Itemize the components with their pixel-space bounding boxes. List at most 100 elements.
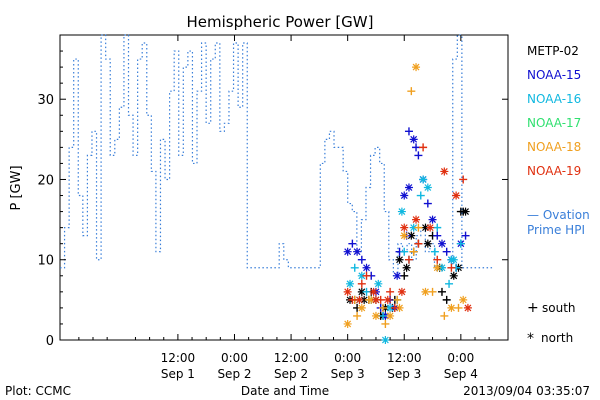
north-point (386, 311, 395, 320)
south-point (381, 319, 390, 328)
south-point (393, 295, 402, 304)
north-point (395, 303, 404, 312)
x-tick-date-label: Sep 2 (274, 367, 308, 381)
south-point (357, 279, 366, 288)
south-point (442, 295, 451, 304)
legend-item-noaa-19: NOAA-19 (527, 164, 581, 178)
legend-ovation-line1: — Ovation (527, 208, 590, 222)
south-point (404, 255, 413, 264)
plot-area (59, 34, 509, 344)
y-tick-label: 0 (46, 334, 54, 349)
north-point (437, 239, 446, 248)
north-point (381, 336, 390, 344)
north-point (404, 183, 413, 192)
south-point (433, 255, 442, 264)
north-point (357, 287, 366, 296)
north-point (367, 295, 376, 304)
x-tick-date-label: Sep 3 (331, 367, 365, 381)
north-point (343, 247, 352, 256)
north-point (346, 279, 355, 288)
north-point (409, 135, 418, 144)
x-tick-date-label: Sep 3 (387, 367, 421, 381)
y-axis: 0 10 20 30 (37, 34, 508, 349)
x-tick-time-label: 0:00 (221, 351, 248, 365)
north-point (423, 239, 432, 248)
south-point (350, 263, 359, 272)
legend-ovation-line2: Prime HPI (527, 223, 585, 237)
south-point (390, 303, 399, 312)
south-point (353, 311, 362, 320)
south-point (400, 271, 409, 280)
south-point (407, 87, 416, 96)
north-point (419, 175, 428, 184)
chart-title: Hemispheric Power [GW] (187, 13, 374, 31)
north-point (407, 231, 416, 240)
north-point (386, 303, 395, 312)
north-point (447, 303, 456, 312)
x-tick-time-label: 12:00 (387, 351, 422, 365)
north-point (433, 263, 442, 272)
north-point (393, 271, 402, 280)
north-point (343, 287, 352, 296)
south-point (419, 143, 428, 152)
north-point (371, 295, 380, 304)
south-point (348, 295, 357, 304)
south-point (414, 223, 423, 232)
plot-frame (59, 34, 509, 341)
north-point (421, 223, 430, 232)
south-point (386, 287, 395, 296)
south-point (362, 271, 371, 280)
south-point (404, 127, 413, 136)
north-point (395, 255, 404, 264)
south-point (414, 239, 423, 248)
north-point (421, 287, 430, 296)
south-point (409, 247, 418, 256)
north-point (355, 295, 364, 304)
south-point (357, 255, 366, 264)
x-axis: 12:00 Sep 1 0:00 Sep 2 12:00 Sep 2 0:00 Sep 3 12… (78, 35, 490, 381)
south-point (456, 239, 465, 248)
south-point (445, 279, 454, 288)
north-point (374, 279, 383, 288)
south-point (461, 231, 470, 240)
north-point (449, 271, 458, 280)
legend-item-noaa-16: NOAA-16 (527, 92, 581, 106)
south-point (348, 239, 357, 248)
south-point (437, 287, 446, 296)
x-tick-date-label: Sep 1 (161, 367, 195, 381)
south-point (428, 287, 437, 296)
y-tick-label: 10 (37, 254, 54, 269)
south-point (423, 199, 432, 208)
north-point (463, 303, 472, 312)
south-point (440, 311, 449, 320)
legend-south-symbol: + (527, 300, 539, 316)
north-point (440, 167, 449, 176)
x-tick-time-label: 12:00 (161, 351, 196, 365)
legend-item-metp-02: METP-02 (527, 44, 579, 58)
series-noaa-18 (343, 63, 468, 328)
north-point (426, 223, 435, 232)
north-point (402, 263, 411, 272)
south-point (379, 311, 388, 320)
plot-credit: Plot: CCMC (5, 384, 71, 398)
south-point (447, 263, 456, 272)
north-point (423, 183, 432, 192)
north-point (400, 191, 409, 200)
legend-item-noaa-15: NOAA-15 (527, 68, 581, 82)
x-tick-time-label: 0:00 (334, 351, 361, 365)
legend-south-label: south (542, 301, 576, 315)
series-noaa-19 (343, 143, 472, 312)
satellite-legend: METP-02 NOAA-15 NOAA-16 NOAA-17 NOAA-18 NOAA-… (527, 44, 581, 178)
x-tick-time-label: 0:00 (447, 351, 474, 365)
ovation-hpi-line (60, 34, 494, 277)
north-point (371, 311, 380, 320)
south-point (442, 247, 451, 256)
series-metp-02 (346, 207, 470, 320)
south-point (454, 303, 463, 312)
x-tick-date-label: Sep 2 (217, 367, 251, 381)
north-point (360, 295, 369, 304)
north-point (437, 263, 446, 272)
x-tick-time-label: 12:00 (274, 351, 309, 365)
north-point (343, 319, 352, 328)
north-point (369, 287, 378, 296)
